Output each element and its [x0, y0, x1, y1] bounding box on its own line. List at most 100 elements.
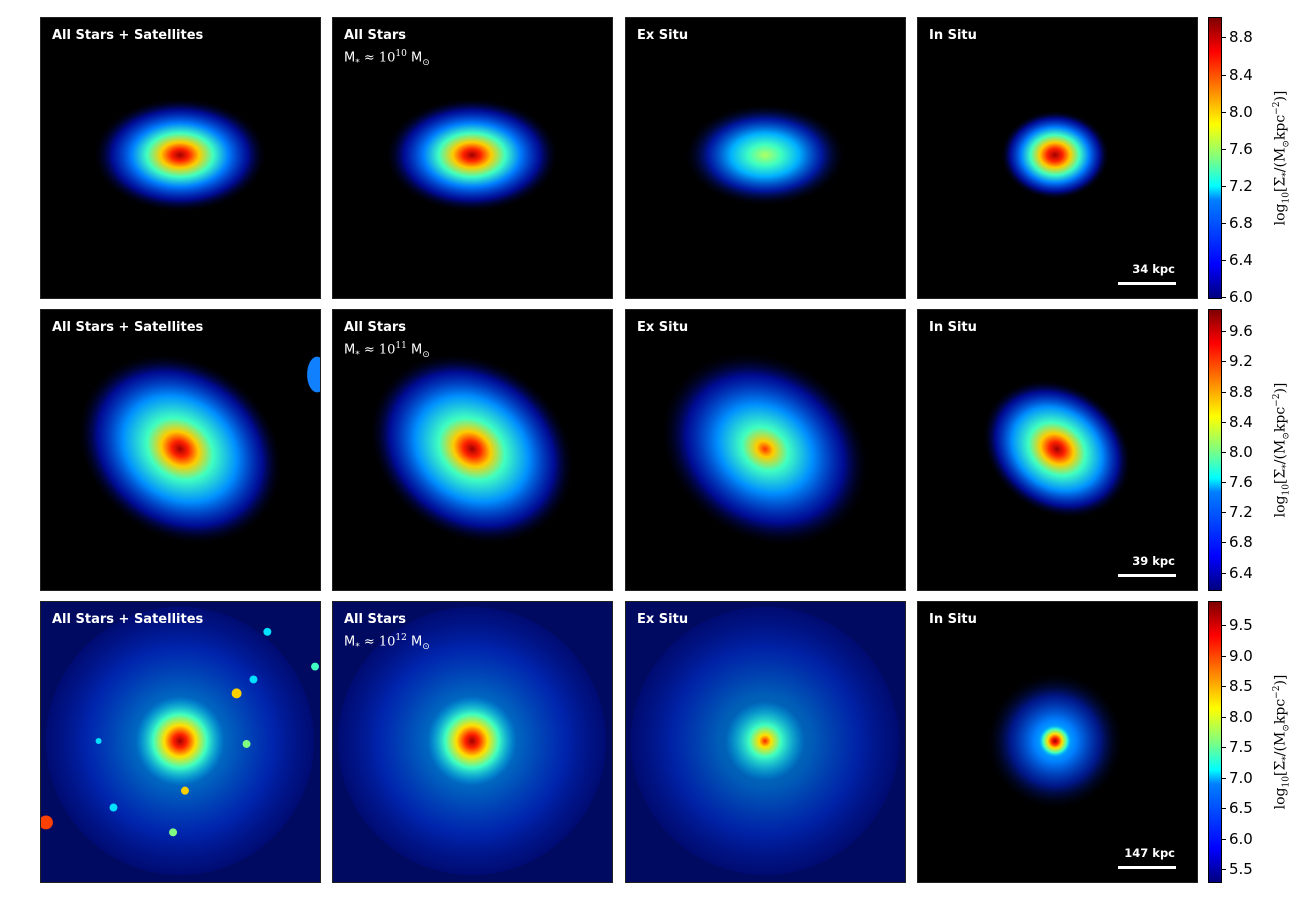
scale-bar: [1118, 574, 1176, 577]
colorbar-tick-label: 9.6: [1229, 322, 1253, 340]
colorbar-label: log10[Σ*/(M⊙kpc−2)]: [1272, 382, 1292, 518]
colorbar-tick: [1222, 260, 1226, 261]
galaxy-image: [982, 379, 1132, 519]
scale-bar-label: 147 kpc: [1124, 846, 1175, 860]
stellar-mass-label: M* ≈ 1011 M⊙: [344, 341, 430, 360]
colorbar-tick: [1222, 778, 1226, 779]
colorbar-tick: [1222, 112, 1226, 113]
colorbar-tick: [1222, 361, 1226, 362]
colorbar-tick: [1222, 717, 1226, 718]
colorbar-label: log10[Σ*/(M⊙kpc−2)]: [1272, 674, 1292, 810]
colorbar-tick: [1222, 149, 1226, 150]
colorbar-tick-label: 8.8: [1229, 383, 1253, 401]
colorbar-row2: [1208, 309, 1222, 591]
colorbar-tick: [1222, 656, 1226, 657]
colorbar-tick: [1222, 747, 1226, 748]
panel-title: Ex Situ: [637, 320, 689, 335]
galaxy-image: [659, 350, 871, 548]
panel-title: All Stars + Satellites: [52, 612, 204, 627]
colorbar-tick: [1222, 331, 1226, 332]
stellar-mass-label: M* ≈ 1012 M⊙: [344, 633, 430, 652]
colorbar-tick-label: 8.4: [1229, 413, 1253, 431]
scale-bar-label: 39 kpc: [1132, 554, 1175, 568]
galaxy-image: [384, 97, 560, 213]
colorbar-tick-label: 8.0: [1229, 443, 1253, 461]
colorbar-tick: [1222, 37, 1226, 38]
colorbar-tick-label: 8.4: [1229, 66, 1253, 84]
colorbar-tick: [1222, 686, 1226, 687]
colorbar-tick-label: 6.8: [1229, 214, 1253, 232]
stellar-mass-label: M* ≈ 1010 M⊙: [344, 49, 430, 68]
scale-bar-label: 34 kpc: [1132, 262, 1175, 276]
colorbar-tick-label: 7.6: [1229, 140, 1253, 158]
colorbar-tick: [1222, 625, 1226, 626]
colorbar-row3: [1208, 601, 1222, 883]
panel-title: All Stars: [344, 320, 406, 335]
colorbar-row1: [1208, 17, 1222, 299]
colorbar-tick: [1222, 422, 1226, 423]
colorbar-tick-label: 7.5: [1229, 738, 1253, 756]
panel-title: Ex Situ: [637, 28, 689, 43]
galaxy-image: [368, 352, 576, 546]
colorbar-tick: [1222, 223, 1226, 224]
panel-title: In Situ: [929, 28, 977, 43]
colorbar-tick-label: 6.4: [1229, 564, 1253, 582]
colorbar-tick: [1222, 297, 1226, 298]
colorbar-tick-label: 7.2: [1229, 177, 1253, 195]
galaxy-image: [1000, 110, 1110, 200]
colorbar-tick: [1222, 452, 1226, 453]
colorbar-tick: [1222, 186, 1226, 187]
colorbar-tick-label: 9.0: [1229, 647, 1253, 665]
panel-row1-all-stars: All Stars M* ≈ 1010 M⊙: [332, 17, 613, 299]
colorbar-tick: [1222, 869, 1226, 870]
colorbar-tick: [1222, 573, 1226, 574]
colorbar-tick: [1222, 392, 1226, 393]
galaxy-image: [76, 352, 320, 546]
panel-row3-ex-situ: Ex Situ: [625, 601, 906, 883]
colorbar-tick-label: 6.0: [1229, 288, 1253, 306]
galaxy-image: [626, 602, 905, 882]
scale-bar: [1118, 866, 1176, 869]
colorbar-label: log10[Σ*/(M⊙kpc−2)]: [1272, 90, 1292, 226]
colorbar-tick-label: 8.8: [1229, 28, 1253, 46]
colorbar-tick-label: 8.0: [1229, 708, 1253, 726]
colorbar-tick: [1222, 808, 1226, 809]
galaxy-image: [41, 602, 320, 882]
colorbar-tick: [1222, 482, 1226, 483]
panel-title: All Stars: [344, 612, 406, 627]
colorbar-tick-label: 7.2: [1229, 503, 1253, 521]
colorbar-tick-label: 9.2: [1229, 352, 1253, 370]
panel-row2-all-stars: All Stars M* ≈ 1011 M⊙: [332, 309, 613, 591]
colorbar-tick-label: 6.5: [1229, 799, 1253, 817]
colorbar-tick-label: 6.0: [1229, 830, 1253, 848]
panel-row3-all-stars-satellites: All Stars + Satellites: [40, 601, 321, 883]
colorbar-tick-label: 7.6: [1229, 473, 1253, 491]
panel-row1-in-situ: In Situ 34 kpc: [917, 17, 1198, 299]
panel-row2-ex-situ: Ex Situ: [625, 309, 906, 591]
colorbar-tick-label: 7.0: [1229, 769, 1253, 787]
galaxy-image: [92, 97, 268, 213]
panel-title: In Situ: [929, 320, 977, 335]
galaxy-image: [333, 602, 612, 882]
scale-bar: [1118, 282, 1176, 285]
colorbar-tick: [1222, 542, 1226, 543]
colorbar-tick-label: 5.5: [1229, 860, 1253, 878]
panel-title: All Stars: [344, 28, 406, 43]
panel-title: All Stars + Satellites: [52, 320, 204, 335]
colorbar-tick-label: 6.4: [1229, 251, 1253, 269]
panel-title: Ex Situ: [637, 612, 689, 627]
galaxy-image: [683, 103, 847, 207]
panel-row1-all-stars-satellites: All Stars + Satellites: [40, 17, 321, 299]
panel-row2-in-situ: In Situ 39 kpc: [917, 309, 1198, 591]
colorbar-tick: [1222, 75, 1226, 76]
panel-row3-all-stars: All Stars M* ≈ 1012 M⊙: [332, 601, 613, 883]
galaxy-image: [985, 671, 1125, 811]
colorbar-tick-label: 8.0: [1229, 103, 1253, 121]
colorbar-tick: [1222, 512, 1226, 513]
panel-row1-ex-situ: Ex Situ: [625, 17, 906, 299]
panel-title: In Situ: [929, 612, 977, 627]
panel-title: All Stars + Satellites: [52, 28, 204, 43]
colorbar-tick-label: 8.5: [1229, 677, 1253, 695]
colorbar-tick: [1222, 839, 1226, 840]
colorbar-tick-label: 6.8: [1229, 533, 1253, 551]
